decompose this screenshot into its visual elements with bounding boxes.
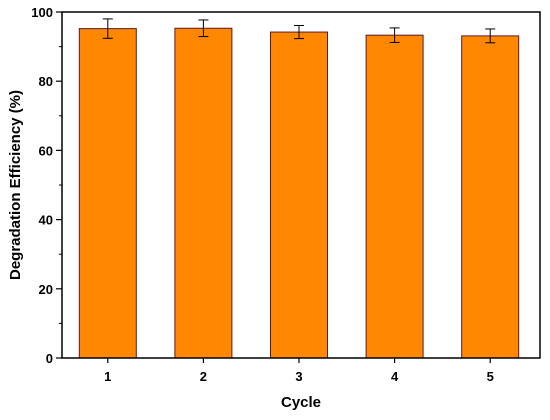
x-tick-label: 2: [200, 369, 207, 384]
x-tick-label: 1: [104, 369, 111, 384]
x-tick-label: 5: [487, 369, 494, 384]
error-bar-cycle-1: [102, 18, 113, 39]
error-bars-layer: [102, 18, 496, 44]
x-tick-label: 4: [391, 369, 399, 384]
bar-cycle-5: [461, 35, 520, 359]
x-axis-title: Cycle: [281, 394, 321, 411]
y-tick-label: 0: [46, 351, 53, 366]
bar-cycle-2: [174, 27, 233, 359]
bar-cycle-3: [270, 31, 328, 359]
y-tick-label: 100: [31, 5, 53, 20]
error-bar-cycle-3: [294, 24, 304, 40]
y-tick-label: 20: [39, 282, 53, 297]
error-bar-cycle-2: [198, 19, 209, 38]
bar-cycle-4: [365, 34, 424, 359]
y-tick-label: 80: [39, 74, 53, 89]
y-axis-title: Degradation Efficiency (%): [7, 90, 24, 280]
y-tick-label: 40: [39, 213, 53, 228]
x-ticks-layer: 1 2 3 4 5: [104, 358, 494, 384]
y-tick-label: 60: [39, 143, 53, 158]
error-bar-cycle-4: [389, 27, 400, 43]
bars-layer: [78, 27, 520, 359]
error-bar-cycle-5: [485, 28, 496, 44]
x-tick-label: 3: [295, 369, 302, 384]
y-ticks-layer: 0 20 40 60 80 100: [31, 5, 62, 366]
bar-cycle-1: [78, 28, 137, 359]
